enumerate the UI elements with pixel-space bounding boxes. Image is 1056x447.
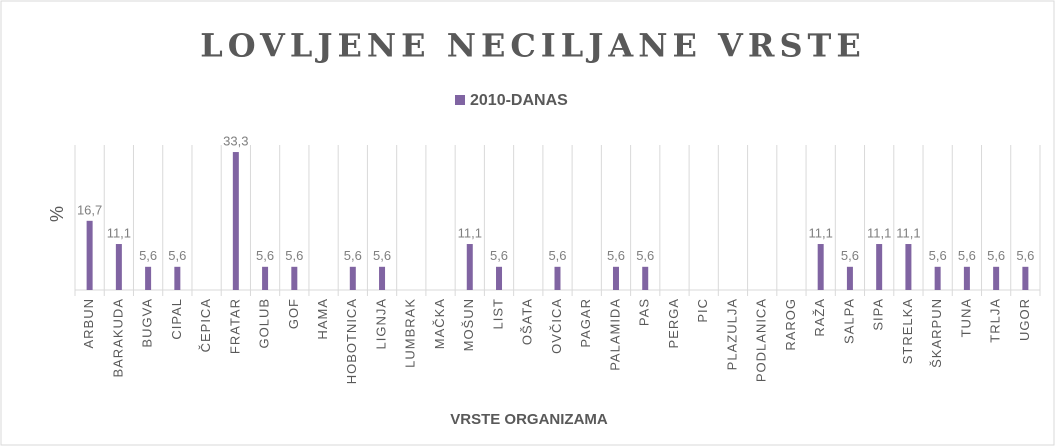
x-tick-label: BARAKUDA [110,298,125,378]
y-axis-title: % [47,206,67,222]
x-tick-label: ŠKARPUN [929,298,944,368]
bar [115,244,122,290]
x-tick-label: PERGA [666,298,681,349]
x-tick-label: GOF [286,298,301,329]
bar [963,266,970,290]
x-tick-label: OVČICA [549,298,564,354]
x-tick-label: TRLJA [988,298,1003,343]
x-tick-label: SALPA [841,298,856,344]
data-label: 5,6 [987,248,1005,263]
data-label: 5,6 [958,248,976,263]
x-tick-label: LIST [490,298,505,329]
data-label: 11,1 [809,225,833,240]
bar [817,244,824,290]
data-label: 11,1 [458,225,482,240]
x-tick-label: UGOR [1017,298,1032,341]
x-tick-label: FRATAR [227,298,242,354]
x-tick-label: PLAZULJA [724,298,739,370]
bar [291,266,298,290]
x-tick-label: HAMA [315,298,330,340]
data-label: 11,1 [896,225,920,240]
x-axis-title: VRSTE ORGANIZAMA [450,411,608,428]
x-tick-label: CIPAL [169,298,184,340]
bar [846,266,853,290]
x-tick-label: HOBOTNICA [344,298,359,384]
legend-swatch [455,95,465,105]
chart-title: LOVLJENE NECILJANE VRSTE [200,27,866,65]
data-label: 5,6 [548,248,566,263]
x-tick-label: MOŠUN [461,298,476,351]
bar [86,220,93,290]
x-tick-label: PAS [637,298,652,326]
x-tick-label: STRELKA [900,298,915,364]
x-tick-label: MAČKA [432,298,447,349]
data-label: 33,3 [223,133,248,148]
data-label: 16,7 [77,202,102,217]
data-label: 5,6 [607,248,625,263]
bar [934,266,941,290]
x-tick-label: PODLANICA [754,298,769,382]
bar [905,244,912,290]
bar [379,266,386,290]
legend-label: 2010-DANAS [470,92,568,109]
bar [262,266,269,290]
x-tick-label: ARBUN [81,298,96,349]
bar [554,266,561,290]
x-tick-label: RAŽA [812,298,827,337]
x-tick-label: PALAMIDA [607,298,622,371]
x-tick-label: BUGVA [140,298,155,348]
data-label: 5,6 [344,248,362,263]
x-tick-label: TUNA [958,298,973,337]
bar [642,266,649,290]
data-label: 5,6 [285,248,303,263]
data-label: 5,6 [373,248,391,263]
data-label: 5,6 [929,248,947,263]
x-tick-label: PIC [695,298,710,323]
data-label: 5,6 [636,248,654,263]
bar [232,152,239,290]
x-tick-label: GOLUB [257,298,272,349]
x-tick-label: SIPA [871,298,886,331]
data-label: 5,6 [256,248,274,263]
data-label: 5,6 [168,248,186,263]
data-label: 11,1 [107,225,131,240]
bar [349,266,356,290]
data-label: 5,6 [490,248,508,263]
data-label: 5,6 [1016,248,1034,263]
data-label: 5,6 [139,248,157,263]
bar [993,266,1000,290]
x-tick-label: PAGAR [578,298,593,348]
x-tick-label: LUMBRAK [403,298,418,368]
bar [496,266,503,290]
bar [876,244,883,290]
data-label: 11,1 [867,225,891,240]
bar [145,266,152,290]
x-tick-label: RAROG [783,298,798,351]
x-tick-label: OŠATA [520,298,535,345]
data-label: 5,6 [841,248,859,263]
x-tick-label: LIGNJA [373,298,388,350]
x-tick-label: ČEPICA [198,298,213,352]
bar [612,266,619,290]
bar [466,244,473,290]
bar [174,266,181,290]
bar [1022,266,1029,290]
